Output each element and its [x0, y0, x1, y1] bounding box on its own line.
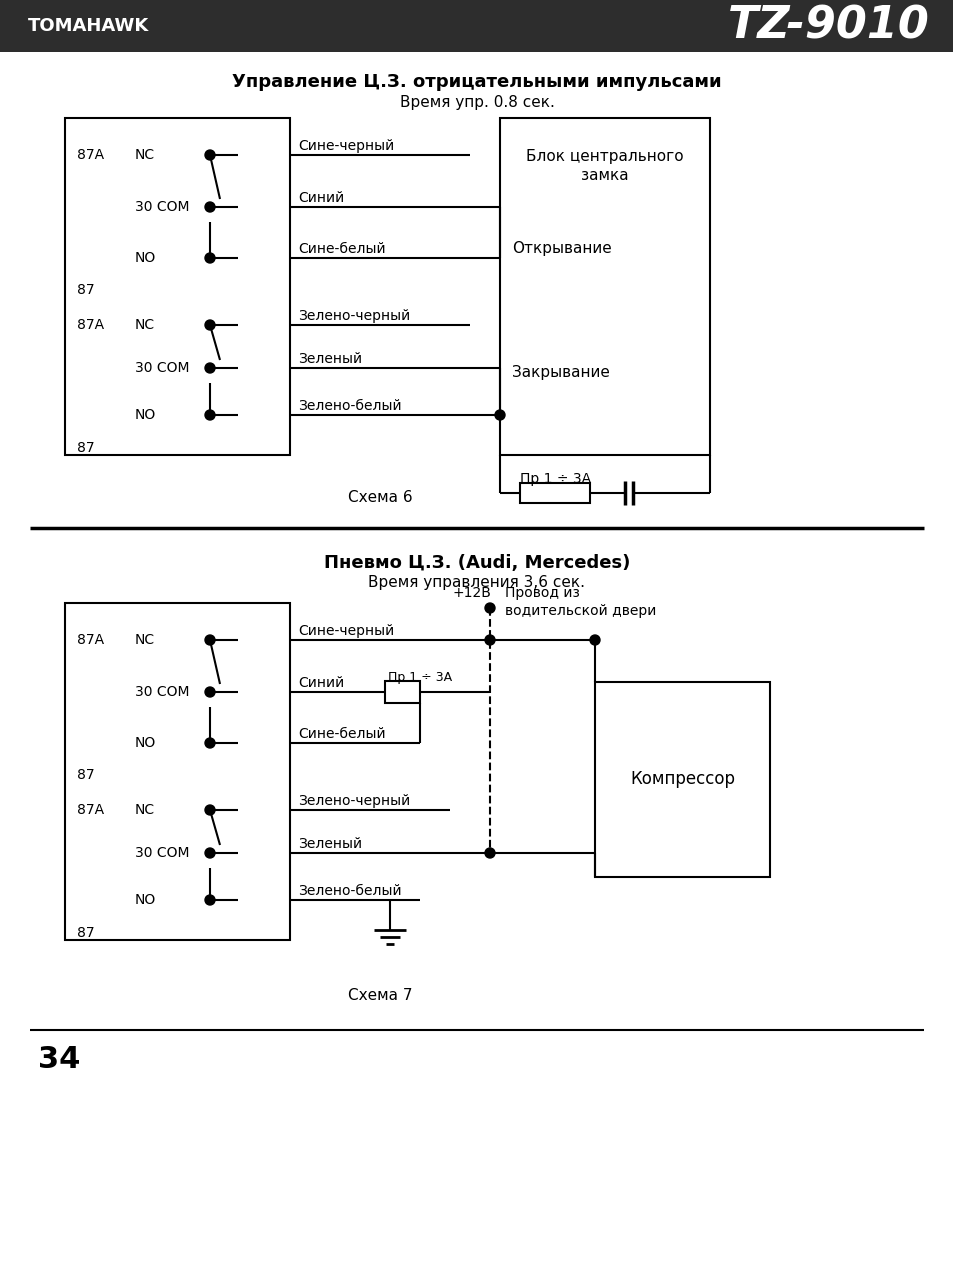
Bar	[65, 603, 290, 941]
Circle shape	[205, 848, 214, 858]
Text: Синий: Синий	[297, 676, 344, 690]
Text: Зеленый: Зеленый	[297, 352, 362, 366]
Text: TZ-9010: TZ-9010	[727, 5, 929, 48]
Text: Синий: Синий	[297, 191, 344, 206]
Text: Сине-белый: Сине-белый	[297, 242, 385, 256]
Text: 87: 87	[77, 768, 94, 783]
Text: 87: 87	[77, 926, 94, 941]
Text: NO: NO	[135, 251, 156, 265]
Circle shape	[205, 362, 214, 373]
Text: Управление Ц.З. отрицательными импульсами: Управление Ц.З. отрицательными импульсам…	[232, 73, 721, 91]
Bar	[499, 118, 709, 455]
Text: 30 COM: 30 COM	[135, 685, 190, 699]
Text: NC: NC	[135, 803, 155, 817]
Text: +12В: +12В	[452, 586, 491, 600]
Text: 87: 87	[77, 441, 94, 455]
Bar	[0, 0, 953, 51]
Text: Провод из: Провод из	[504, 586, 579, 600]
Text: NC: NC	[135, 634, 155, 648]
Text: 30 COM: 30 COM	[135, 846, 190, 860]
Text: Компрессор: Компрессор	[629, 771, 734, 789]
Text: 87A: 87A	[77, 317, 104, 332]
Bar	[595, 682, 769, 876]
Text: Зелено-черный: Зелено-черный	[297, 794, 410, 808]
Text: Пр 1 ÷ 3А: Пр 1 ÷ 3А	[519, 472, 591, 486]
Circle shape	[205, 150, 214, 161]
Text: Блок центрального: Блок центрального	[526, 149, 683, 163]
Circle shape	[495, 410, 504, 420]
Circle shape	[205, 320, 214, 330]
Text: Сине-белый: Сине-белый	[297, 727, 385, 741]
Text: 30 COM: 30 COM	[135, 361, 190, 375]
Text: замка: замка	[580, 168, 628, 184]
Text: водительской двери: водительской двери	[504, 604, 656, 618]
Circle shape	[205, 687, 214, 696]
Text: Зеленый: Зеленый	[297, 837, 362, 851]
Circle shape	[205, 253, 214, 263]
Text: Время управления 3,6 сек.: Время управления 3,6 сек.	[368, 576, 585, 591]
Text: Сине-черный: Сине-черный	[297, 625, 394, 637]
Bar	[385, 681, 419, 703]
Text: 87A: 87A	[77, 634, 104, 648]
Circle shape	[484, 603, 495, 613]
Text: TOMAHAWK: TOMAHAWK	[28, 17, 149, 35]
Bar	[65, 118, 290, 455]
Text: 87A: 87A	[77, 148, 104, 162]
Circle shape	[205, 894, 214, 905]
Bar	[519, 483, 589, 502]
Text: NC: NC	[135, 148, 155, 162]
Text: Открывание: Открывание	[512, 240, 611, 256]
Circle shape	[205, 202, 214, 212]
Text: 34: 34	[38, 1046, 80, 1074]
Text: Схема 7: Схема 7	[348, 987, 412, 1002]
Text: Зелено-белый: Зелено-белый	[297, 884, 401, 898]
Text: Зелено-черный: Зелено-черный	[297, 308, 410, 323]
Text: NO: NO	[135, 409, 156, 421]
Text: 87: 87	[77, 283, 94, 297]
Circle shape	[205, 804, 214, 815]
Text: NC: NC	[135, 317, 155, 332]
Circle shape	[484, 848, 495, 858]
Text: Закрывание: Закрывание	[512, 365, 609, 380]
Text: 30 COM: 30 COM	[135, 200, 190, 215]
Text: 87A: 87A	[77, 803, 104, 817]
Text: Сине-черный: Сине-черный	[297, 139, 394, 153]
Circle shape	[205, 635, 214, 645]
Circle shape	[589, 635, 599, 645]
Text: Пневмо Ц.З. (Audi, Mercedes): Пневмо Ц.З. (Audi, Mercedes)	[323, 554, 630, 572]
Text: Зелено-белый: Зелено-белый	[297, 400, 401, 412]
Text: NO: NO	[135, 736, 156, 750]
Text: Схема 6: Схема 6	[347, 491, 412, 505]
Circle shape	[484, 635, 495, 645]
Text: NO: NO	[135, 893, 156, 907]
Circle shape	[205, 738, 214, 748]
Text: Время упр. 0.8 сек.: Время упр. 0.8 сек.	[399, 95, 554, 109]
Circle shape	[205, 410, 214, 420]
Text: Пр 1 ÷ 3А: Пр 1 ÷ 3А	[388, 671, 452, 684]
